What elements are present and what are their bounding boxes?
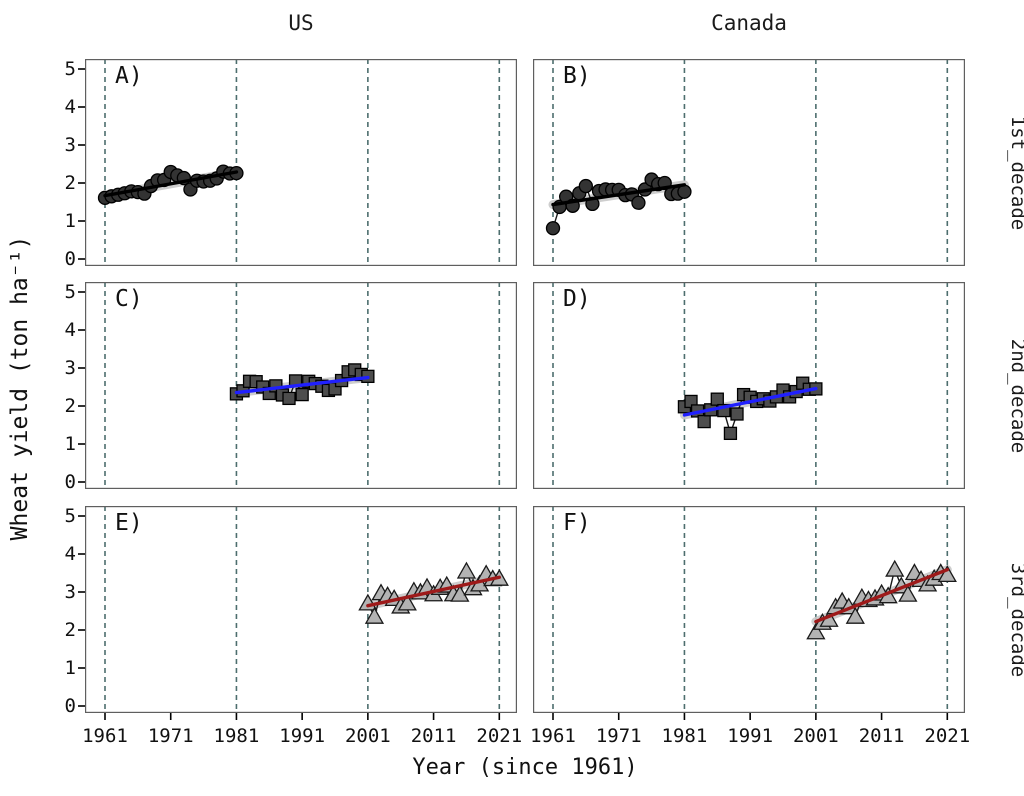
strip-label-2nd-decade: 2nd_decade [1007, 338, 1024, 454]
x-tick-label: 2021 [924, 725, 971, 747]
panel-c-us-2nd-decade: C) [78, 282, 517, 490]
y-tick-label: 2 [64, 395, 76, 417]
panel-b-canada-1st-decade: B) [533, 59, 965, 267]
y-tick-label: 0 [64, 695, 76, 717]
y-tick-label: 0 [64, 248, 76, 270]
x-tick-label: 2011 [410, 725, 457, 747]
panel-b-plot [533, 59, 965, 267]
y-tick-label: 0 [64, 471, 76, 493]
x-tick-label: 1991 [279, 725, 326, 747]
y-axis-title: Wheat yield (ton ha⁻¹) [7, 235, 33, 541]
x-tick-label: 1981 [213, 725, 260, 747]
x-tick-label: 1971 [595, 725, 642, 747]
column-header-us: US [288, 11, 314, 35]
y-tick-label: 2 [64, 619, 76, 641]
x-tick-label: 1961 [82, 725, 128, 747]
panel-a-us-1st-decade: A) [78, 59, 517, 267]
panel-b-letter: B) [563, 63, 591, 89]
x-tick-label: 2001 [344, 725, 391, 747]
x-tick-label: 1971 [147, 725, 194, 747]
y-tick-label: 5 [64, 505, 76, 527]
y-tick-label: 1 [64, 433, 76, 455]
x-tick-label: 1981 [661, 725, 708, 747]
x-tick-label: 2001 [792, 725, 839, 747]
y-tick-label: 5 [64, 281, 76, 303]
panel-c-plot [78, 282, 517, 490]
panel-e-us-3rd-decade: E) [78, 506, 517, 720]
y-tick-label: 4 [64, 96, 76, 118]
x-tick-label: 1961 [530, 725, 576, 747]
strip-label-3rd-decade: 3rd_decade [1007, 562, 1024, 678]
y-tick-label: 3 [64, 357, 76, 379]
y-tick-label: 4 [64, 319, 76, 341]
column-header-canada: Canada [711, 11, 787, 35]
strip-label-1st-decade: 1st_decade [1007, 115, 1024, 231]
panel-f-plot [533, 506, 965, 720]
y-tick-label: 3 [64, 134, 76, 156]
x-axis-title: Year (since 1961) [412, 755, 638, 780]
y-tick-label: 1 [64, 657, 76, 679]
panel-c-letter: C) [115, 286, 143, 312]
y-tick-label: 2 [64, 172, 76, 194]
panel-d-letter: D) [563, 286, 591, 312]
x-tick-label: 1991 [727, 725, 774, 747]
panel-d-plot [533, 282, 965, 490]
y-tick-label: 3 [64, 581, 76, 603]
x-tick-label: 2021 [476, 725, 523, 747]
x-tick-label: 2011 [858, 725, 905, 747]
panel-a-letter: A) [115, 63, 143, 89]
panel-d-canada-2nd-decade: D) [533, 282, 965, 490]
panel-a-plot [78, 59, 517, 267]
panel-e-letter: E) [115, 510, 143, 536]
panel-e-plot [78, 506, 517, 720]
y-tick-label: 4 [64, 543, 76, 565]
panel-f-letter: F) [563, 510, 591, 536]
y-tick-label: 1 [64, 210, 76, 232]
panel-f-canada-3rd-decade: F) [533, 506, 965, 720]
y-tick-label: 5 [64, 58, 76, 80]
